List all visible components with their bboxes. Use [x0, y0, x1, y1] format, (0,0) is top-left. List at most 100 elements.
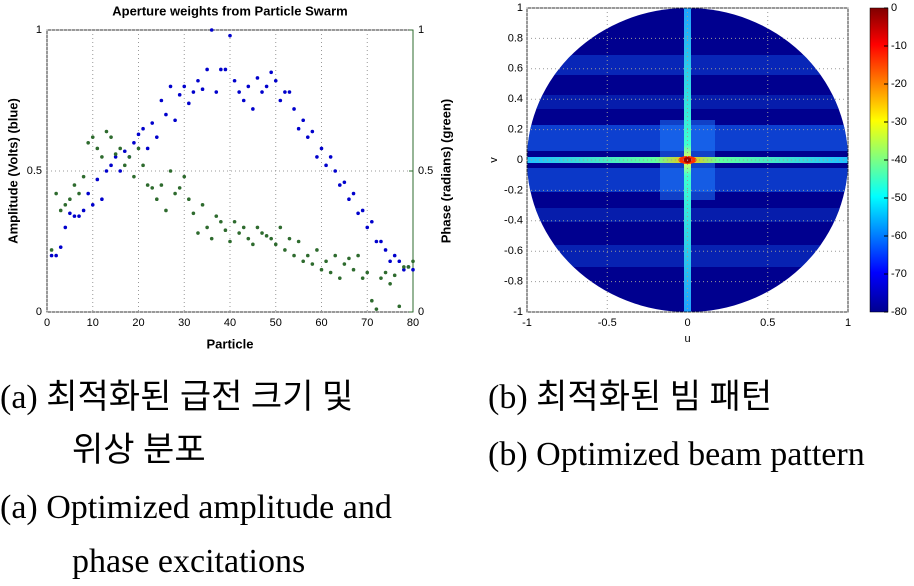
- data-point: [360, 276, 365, 280]
- x-tick-label: -0.5: [598, 317, 617, 329]
- data-point: [77, 191, 81, 196]
- data-point: [113, 155, 118, 159]
- plot-area: [46, 29, 414, 313]
- data-point: [122, 163, 127, 168]
- data-point: [136, 146, 141, 151]
- y-tick-label: -0.6: [504, 245, 523, 257]
- data-point: [104, 169, 109, 173]
- data-point: [356, 253, 360, 258]
- data-point: [141, 126, 145, 131]
- data-point: [392, 253, 397, 258]
- data-point: [150, 121, 155, 125]
- data-point: [113, 152, 118, 156]
- data-point: [49, 253, 54, 258]
- data-point: [379, 276, 383, 280]
- y-tick-label: -0.2: [504, 184, 523, 196]
- data-point: [223, 67, 228, 72]
- data-point: [241, 225, 246, 230]
- data-point: [95, 146, 100, 151]
- data-point: [145, 146, 150, 151]
- data-point: [228, 33, 232, 38]
- data-point: [191, 90, 196, 94]
- x-tick-label: 50: [270, 317, 282, 329]
- x-tick-label: 30: [178, 317, 190, 329]
- chart-title: Aperture weights from Particle Swarm: [112, 3, 348, 18]
- data-point: [77, 214, 81, 218]
- data-point: [246, 84, 251, 89]
- data-point: [402, 267, 406, 272]
- colorbar-tick-label: -30: [891, 116, 907, 128]
- data-point: [177, 186, 182, 190]
- data-point: [283, 90, 287, 94]
- data-point: [159, 183, 164, 187]
- data-point: [342, 262, 347, 266]
- caption: (a) Optimized amplitude and: [0, 489, 392, 526]
- data-point: [397, 304, 402, 309]
- data-point: [365, 225, 370, 230]
- data-point: [273, 78, 278, 83]
- data-point: [342, 180, 347, 185]
- x-tick-label: 10: [87, 317, 99, 329]
- data-point: [191, 211, 196, 216]
- data-point: [296, 126, 301, 131]
- y-tick-label: 0: [517, 154, 523, 166]
- data-point: [155, 135, 159, 139]
- data-point: [411, 267, 415, 272]
- data-point: [228, 239, 232, 244]
- data-point: [72, 214, 77, 218]
- x-tick-label: 0: [44, 317, 50, 329]
- data-point: [402, 265, 406, 269]
- data-point: [324, 163, 328, 168]
- data-point: [365, 270, 370, 275]
- data-point: [205, 67, 209, 72]
- data-point: [324, 259, 328, 264]
- data-point: [205, 225, 209, 230]
- data-point: [141, 163, 145, 168]
- x-tick-label: 0.5: [760, 317, 775, 329]
- x-tick-label: 70: [361, 317, 373, 329]
- caption: 위상 분포: [72, 432, 206, 469]
- x-tick-label: 20: [132, 317, 144, 329]
- data-point: [283, 248, 287, 252]
- data-point: [388, 259, 392, 264]
- data-point: [264, 84, 269, 89]
- x-tick-label: 1: [845, 317, 851, 329]
- caption: (b) Optimized beam pattern: [488, 436, 865, 473]
- data-point: [68, 197, 72, 201]
- data-point: [278, 225, 283, 230]
- data-point: [49, 248, 54, 252]
- data-point: [132, 141, 136, 145]
- data-point: [328, 270, 333, 275]
- data-point: [411, 259, 415, 264]
- x-tick-label: 0: [684, 317, 690, 329]
- data-point: [301, 118, 306, 123]
- y2-tick-label: 0: [418, 306, 424, 318]
- data-point: [260, 90, 264, 94]
- data-point: [182, 174, 187, 179]
- data-point: [173, 118, 177, 123]
- data-point: [397, 259, 402, 264]
- y-tick-label: 0.8: [508, 32, 523, 44]
- y-tick-label: 0.4: [508, 93, 523, 105]
- data-point: [388, 282, 392, 286]
- y-tick-label: 0.2: [508, 124, 523, 136]
- data-point: [292, 107, 296, 111]
- data-point: [196, 231, 200, 235]
- data-point: [370, 298, 374, 303]
- colorbar-tick-label: -60: [891, 230, 907, 242]
- data-point: [338, 183, 342, 187]
- data-point: [168, 169, 173, 173]
- data-point: [315, 248, 319, 252]
- data-point: [68, 211, 72, 216]
- x-tick-label: 40: [224, 317, 236, 329]
- data-point: [196, 78, 200, 83]
- y2-tick-label: 1: [418, 24, 424, 36]
- data-point: [356, 211, 360, 216]
- data-point: [370, 219, 374, 224]
- x-tick-label: -1: [522, 317, 532, 329]
- data-point: [81, 208, 86, 213]
- data-point: [251, 242, 255, 247]
- data-point: [100, 155, 104, 159]
- colorbar-tick-label: 0: [891, 2, 897, 14]
- data-point: [383, 248, 388, 252]
